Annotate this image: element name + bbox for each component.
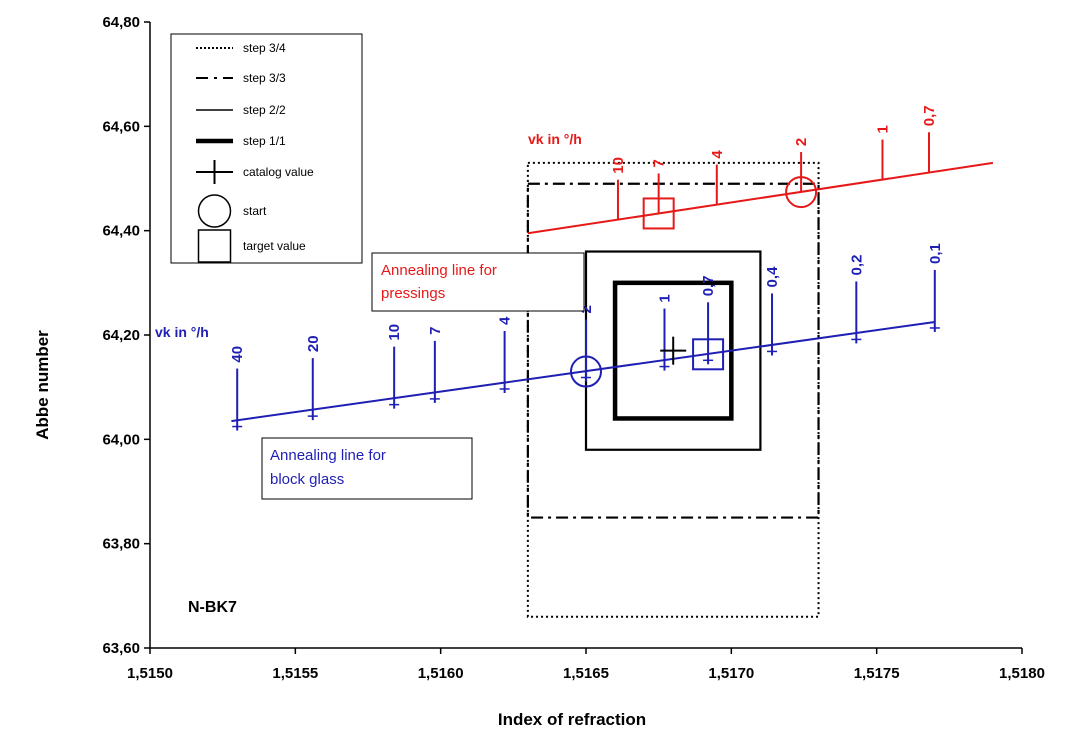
start-marker bbox=[570, 355, 602, 388]
legend-label: target value bbox=[243, 239, 306, 253]
x-tick-label: 1,5150 bbox=[127, 665, 173, 682]
x-tick-label: 1,5180 bbox=[999, 665, 1045, 682]
legend-swatch bbox=[197, 229, 232, 263]
annotation-block-glass-line-2: block glass bbox=[270, 471, 344, 488]
annotation-pressings-line-2: pressings bbox=[381, 285, 445, 302]
annotation-pressings-line-1: Annealing line for bbox=[381, 262, 497, 279]
x-axis-ticks: 1,5150 1,5155 1,5160 1,5165 1,5170 1,5175 1,51… bbox=[127, 648, 1045, 682]
legend-label: catalog value bbox=[243, 165, 314, 179]
series-block-glass: 40 20 10 7 4 2 1 0,7 0,4 0,2 0,1 vk in °/h bbox=[155, 243, 944, 431]
legend-label: step 3/3 bbox=[243, 71, 286, 85]
vk-label: 10 bbox=[386, 324, 403, 341]
vk-label: 4 bbox=[709, 150, 726, 159]
material-label: N-BK7 bbox=[188, 599, 237, 616]
vk-label: 7 bbox=[651, 159, 668, 167]
annotation-pressings: Annealing line for pressings bbox=[371, 252, 585, 312]
y-tick-label: 64,60 bbox=[102, 118, 140, 135]
annotation-block-glass-line-1: Annealing line for bbox=[270, 447, 386, 464]
legend-label: start bbox=[243, 204, 267, 218]
x-tick-label: 1,5170 bbox=[708, 665, 754, 682]
vk-label: 0,4 bbox=[764, 266, 781, 288]
vk-label: 1 bbox=[874, 125, 891, 133]
x-axis-title: Index of refraction bbox=[498, 710, 646, 729]
step-box-step-3-4 bbox=[526, 161, 820, 618]
vk-label: 0,1 bbox=[927, 243, 944, 264]
legend-swatch bbox=[197, 194, 232, 228]
y-tick-label: 64,20 bbox=[102, 327, 140, 344]
vk-label: 40 bbox=[229, 346, 246, 363]
annealing-line bbox=[527, 161, 994, 235]
vk-label: 0,2 bbox=[848, 255, 865, 276]
vk-label: 1 bbox=[656, 294, 673, 302]
vk-label: 4 bbox=[497, 316, 514, 325]
vk-label: 0,7 bbox=[700, 275, 717, 296]
y-tick-label: 64,40 bbox=[102, 223, 140, 240]
vk-label: 7 bbox=[427, 327, 444, 335]
annotation-block-glass-frame bbox=[261, 437, 473, 500]
step-boxes bbox=[526, 161, 820, 618]
annealing-series: 40 20 10 7 4 2 1 0,7 0,4 0,2 0,1 vk in °/h 10 7 4 2 1 0,7… bbox=[155, 105, 994, 431]
y-axis-title: Abbe number bbox=[33, 330, 52, 440]
start-marker bbox=[785, 176, 818, 209]
vk-title: vk in °/h bbox=[528, 131, 582, 147]
series-pressings: 10 7 4 2 1 0,7 vk in °/h bbox=[527, 105, 994, 235]
vk-label: 10 bbox=[610, 157, 627, 174]
x-tick-label: 1,5165 bbox=[563, 665, 609, 682]
target-marker bbox=[692, 338, 725, 371]
y-tick-label: 64,80 bbox=[102, 14, 140, 31]
annealing-line bbox=[231, 320, 935, 423]
y-tick-label: 64,00 bbox=[102, 431, 140, 448]
vk-title: vk in °/h bbox=[155, 324, 209, 340]
vk-label: 2 bbox=[793, 138, 810, 146]
y-axis-ticks: 63,60 63,80 64,00 64,20 64,40 64,60 64,80 bbox=[102, 14, 150, 657]
legend-frame bbox=[170, 33, 363, 264]
vk-label: 0,7 bbox=[921, 105, 938, 126]
legend-label: step 2/2 bbox=[243, 103, 286, 117]
target-marker bbox=[642, 197, 675, 230]
vk-label: 20 bbox=[305, 335, 322, 352]
legend: step 3/4 step 3/3 step 2/2 step 1/1 catalog … bbox=[170, 33, 363, 264]
legend-entries: step 3/4 step 3/3 step 2/2 step 1/1 catalog … bbox=[196, 41, 314, 263]
x-tick-label: 1,5160 bbox=[418, 665, 464, 682]
vk-label: 2 bbox=[578, 305, 595, 313]
annotation-block-glass: Annealing line for block glass bbox=[261, 437, 473, 500]
y-tick-label: 63,60 bbox=[102, 640, 140, 657]
legend-label: step 1/1 bbox=[243, 134, 286, 148]
x-tick-label: 1,5155 bbox=[272, 665, 318, 682]
annotation-pressings-frame bbox=[371, 252, 585, 312]
legend-label: step 3/4 bbox=[243, 41, 286, 55]
y-tick-label: 63,80 bbox=[102, 536, 140, 553]
step-box-step-3-3 bbox=[526, 182, 820, 519]
x-tick-label: 1,5175 bbox=[854, 665, 900, 682]
